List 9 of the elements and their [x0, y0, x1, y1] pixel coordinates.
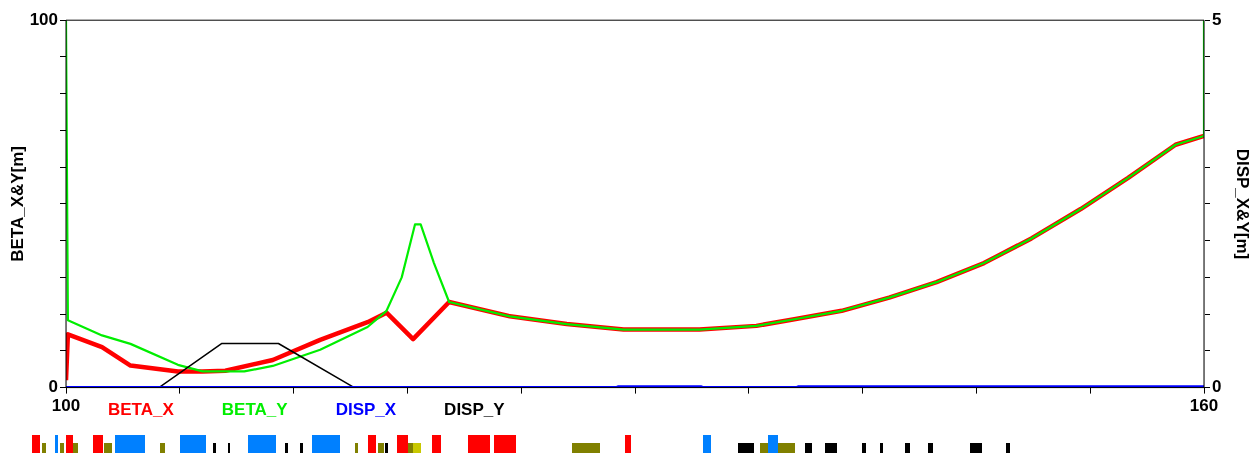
series-label: DISP_Y	[444, 400, 505, 420]
series-label: BETA_Y	[221, 400, 288, 420]
y2-tick-label: 0	[1212, 377, 1222, 397]
y2-axis-title: DISP_X&Y[m]	[1233, 148, 1253, 260]
x-tick-label: 160	[1189, 396, 1219, 416]
y2-tick-label: 5	[1212, 9, 1222, 29]
series-label: DISP_X	[335, 400, 397, 420]
y-axis-title: BETA_X&Y[m]	[7, 145, 27, 262]
series-label: BETA_X	[108, 400, 174, 420]
